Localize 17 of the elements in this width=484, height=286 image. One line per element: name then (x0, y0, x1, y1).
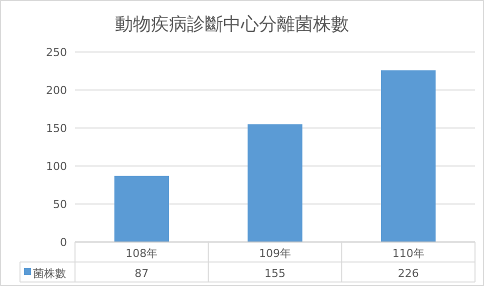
bar (381, 70, 436, 242)
data-label: 226 (398, 267, 419, 280)
y-tick-label: 50 (53, 198, 67, 211)
x-tick-label: 109年 (259, 247, 291, 260)
bar (114, 176, 169, 242)
y-tick-label: 150 (46, 122, 67, 135)
y-tick-label: 200 (46, 84, 67, 97)
legend-label: 菌株數 (33, 267, 66, 280)
data-label: 155 (264, 267, 286, 280)
chart-title: 動物疾病診斷中心分離菌株數 (115, 14, 349, 35)
x-tick-label: 108年 (126, 247, 158, 260)
data-label: 87 (134, 267, 149, 280)
y-tick-label: 250 (46, 46, 67, 59)
bar (248, 124, 302, 242)
y-tick-label: 100 (46, 160, 67, 173)
x-tick-label: 110年 (392, 247, 424, 260)
y-tick-label: 0 (60, 236, 67, 249)
